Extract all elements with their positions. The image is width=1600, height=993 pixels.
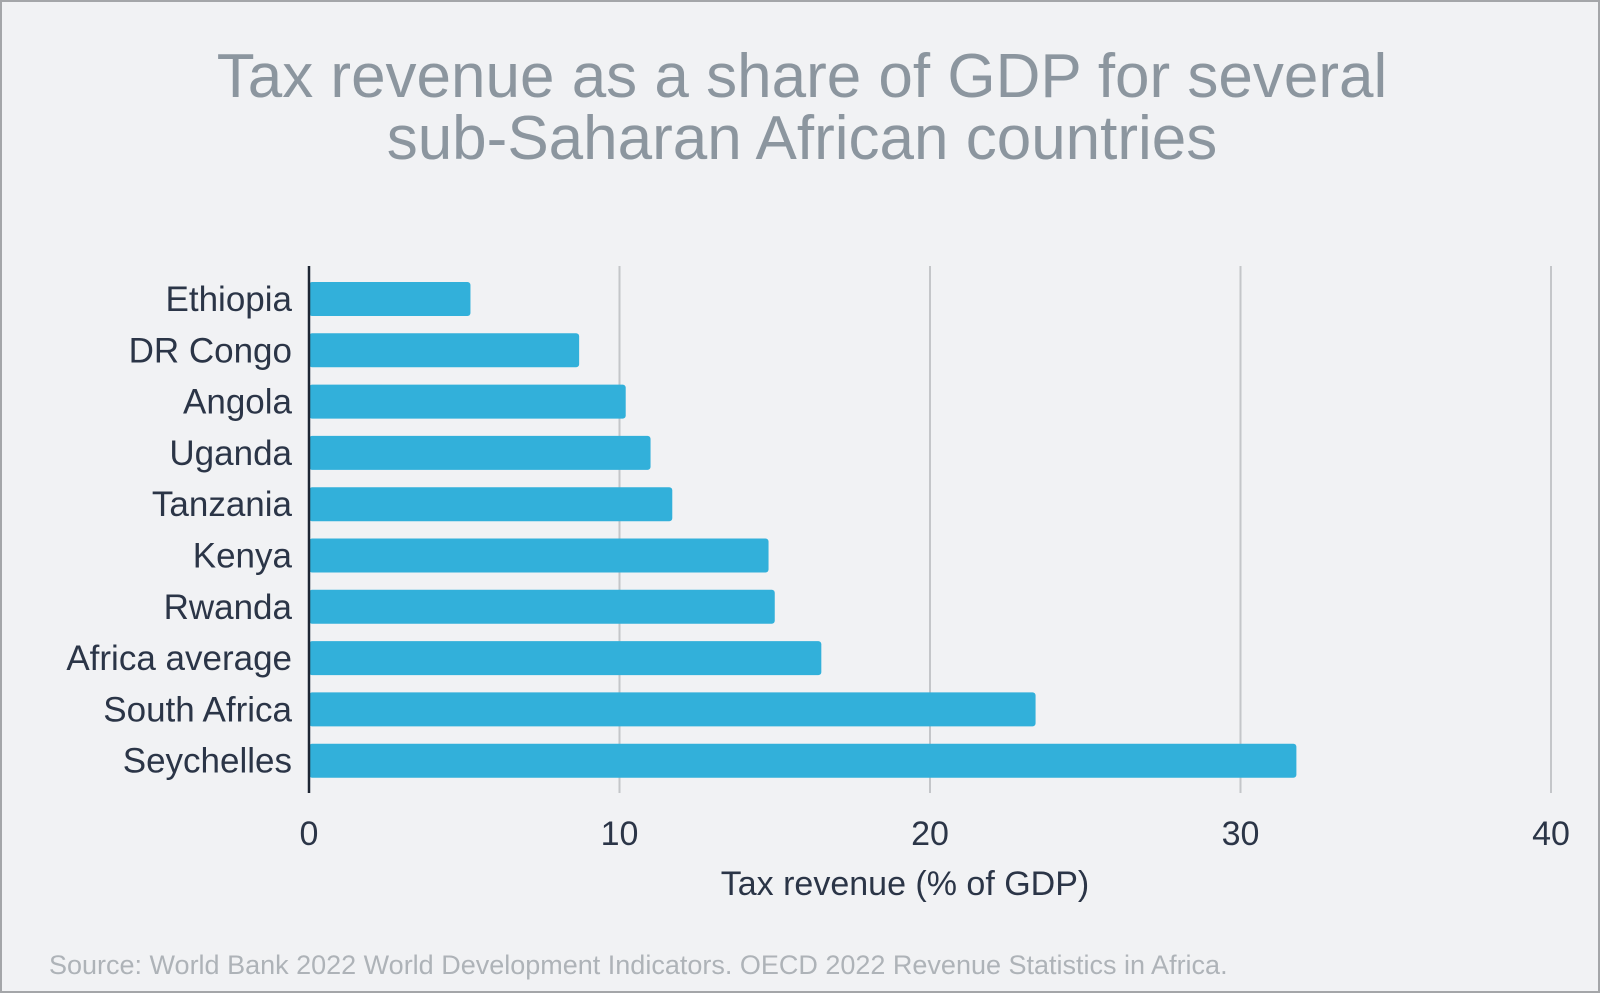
category-label-africa-average: Africa average — [66, 639, 292, 678]
x-tick-label-30: 30 — [1222, 815, 1260, 853]
x-tick-label-10: 10 — [601, 815, 639, 853]
chart-title-line-2: sub-Saharan African countries — [386, 104, 1218, 173]
category-labels: Ethiopia DR Congo Angola Uganda Tanzania Keny… — [66, 280, 292, 781]
bar-angola — [309, 384, 626, 419]
bar-uganda — [309, 435, 651, 470]
bar-dr-congo — [309, 333, 580, 368]
category-label-tanzania: Tanzania — [152, 485, 293, 524]
bar-rwanda — [309, 589, 775, 624]
category-label-uganda: Uganda — [169, 434, 292, 473]
bar-africa-average — [309, 641, 822, 676]
category-label-ethiopia: Ethiopia — [166, 280, 293, 319]
bar-kenya — [309, 538, 769, 573]
bar-seychelles — [309, 743, 1297, 778]
chart-title-line-1: Tax revenue as a share of GDP for severa… — [216, 42, 1388, 111]
category-label-south-africa: South Africa — [103, 690, 292, 729]
source-note: Source: World Bank 2022 World Developmen… — [49, 950, 1228, 980]
x-tick-label-0: 0 — [300, 815, 319, 853]
x-tick-label-20: 20 — [911, 815, 949, 853]
category-label-kenya: Kenya — [193, 537, 293, 576]
category-label-dr-congo: DR Congo — [129, 331, 292, 370]
bar-ethiopia — [309, 282, 471, 316]
x-tick-labels: 0 10 20 30 40 — [300, 815, 1570, 853]
x-tick-label-40: 40 — [1532, 815, 1570, 853]
category-label-seychelles: Seychelles — [123, 742, 292, 781]
category-label-angola: Angola — [183, 383, 293, 422]
chart-title: Tax revenue as a share of GDP for severa… — [2, 46, 1600, 170]
bar-tanzania — [309, 487, 673, 522]
bars — [309, 282, 1297, 778]
bar-south-africa — [309, 692, 1036, 727]
x-axis-title: Tax revenue (% of GDP) — [721, 865, 1089, 903]
category-label-rwanda: Rwanda — [164, 588, 293, 627]
